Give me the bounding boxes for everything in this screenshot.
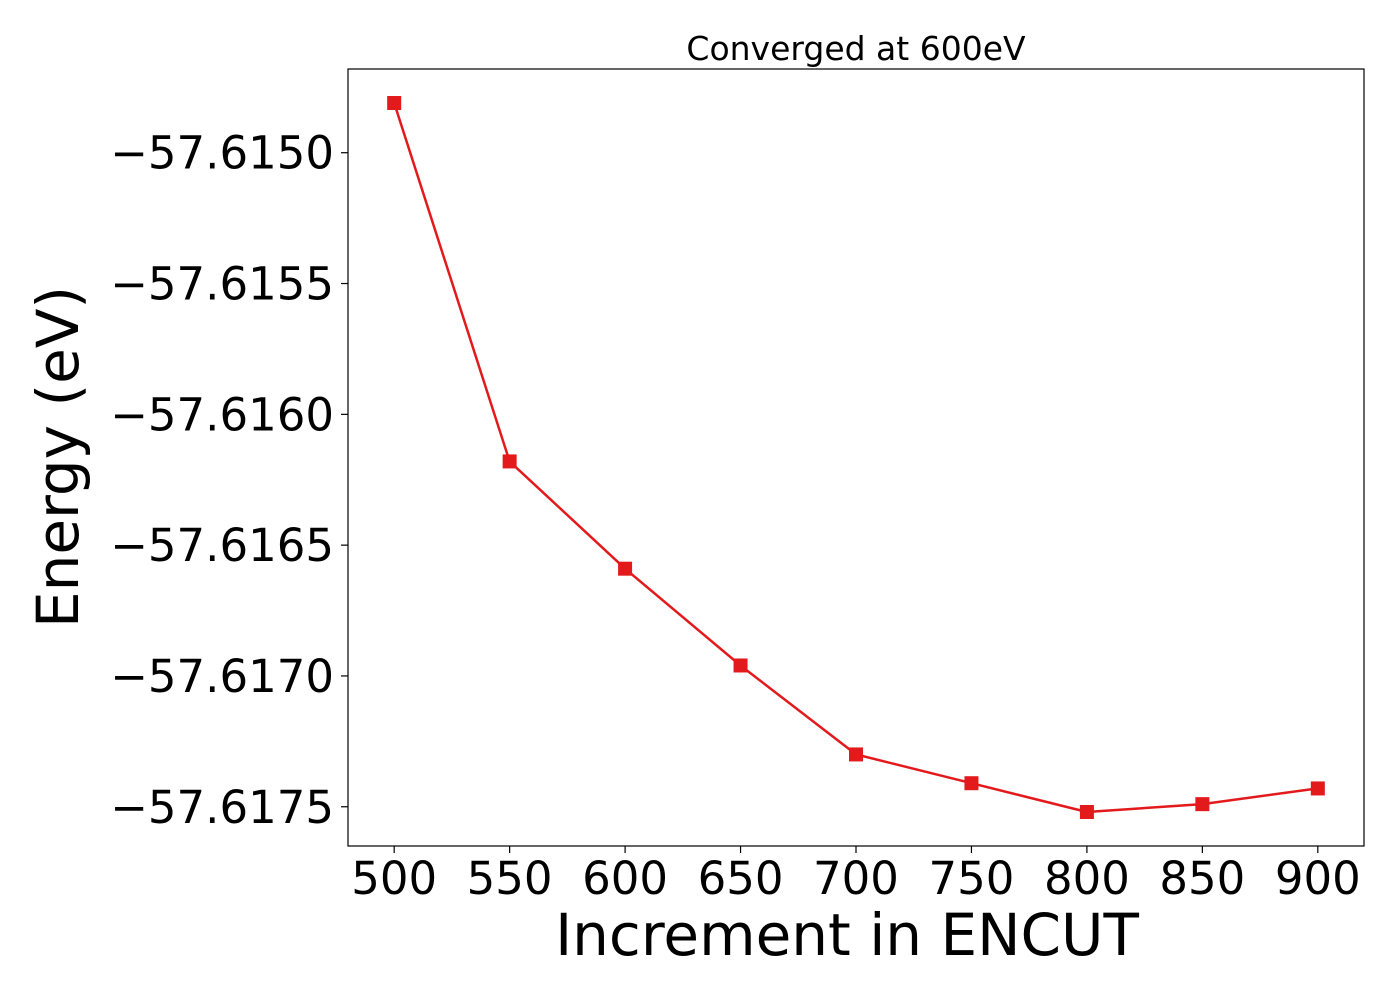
- data-point-marker: [502, 454, 517, 469]
- data-point-marker: [1079, 804, 1094, 819]
- x-tick-label: 550: [467, 852, 553, 905]
- y-tick-label: −57.6170: [110, 650, 334, 703]
- y-tick-label: −57.6150: [110, 127, 334, 180]
- series-layer: [387, 96, 1325, 819]
- x-tick-label: 800: [1044, 852, 1130, 905]
- data-point-marker: [387, 96, 402, 111]
- x-tick-label: 600: [582, 852, 668, 905]
- x-tick-label: 900: [1275, 852, 1361, 905]
- y-tick-label: −57.6165: [110, 519, 334, 572]
- data-point-marker: [964, 776, 979, 791]
- y-axis-ticks: −57.6150 −57.6155 −57.6160 −57.6165 −57.6170…: [110, 127, 348, 834]
- data-point-marker: [733, 658, 748, 673]
- x-tick-label: 500: [351, 852, 437, 905]
- y-tick-label: −57.6155: [110, 258, 334, 311]
- chart-title: Converged at 600eV: [686, 29, 1026, 68]
- x-axis-ticks: 500 550 600 650 700 750 800 850 900: [351, 846, 1361, 905]
- data-point-marker: [849, 747, 863, 762]
- x-tick-label: 700: [813, 852, 899, 905]
- y-axis-label: Energy (eV): [24, 286, 92, 628]
- data-point-marker: [618, 561, 633, 576]
- x-axis-label: Increment in ENCUT: [555, 901, 1139, 969]
- y-tick-label: −57.6175: [110, 781, 334, 834]
- data-point-marker: [1195, 797, 1210, 812]
- x-tick-label: 850: [1159, 852, 1245, 905]
- data-point-marker: [1310, 781, 1325, 796]
- x-tick-label: 750: [929, 852, 1015, 905]
- y-tick-label: −57.6160: [110, 388, 334, 441]
- x-tick-label: 650: [698, 852, 784, 905]
